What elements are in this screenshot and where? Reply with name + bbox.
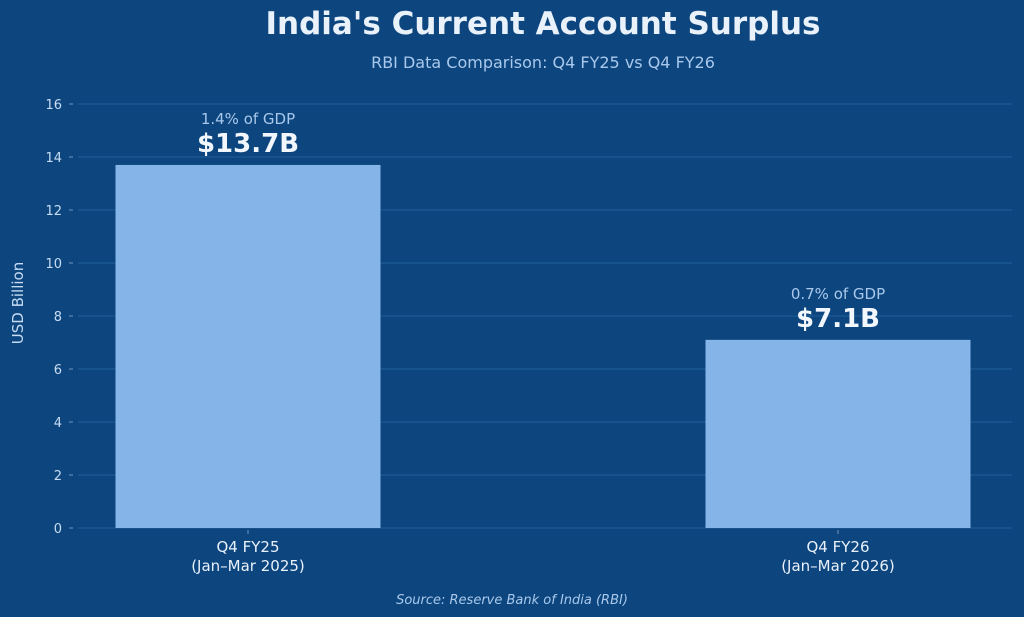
x-tick-label: (Jan–Mar 2025) (191, 557, 305, 575)
y-tick-label: 10 (45, 257, 62, 272)
y-tick-label: 14 (45, 151, 62, 166)
bar-1 (115, 164, 381, 528)
y-tick-label: 4 (54, 416, 62, 431)
source-note: Source: Reserve Bank of India (RBI) (396, 593, 628, 608)
y-tick-label: 8 (54, 310, 62, 325)
bar-labels: 1.4% of GDP$13.7B 0.7% of GDP$7.1B (197, 110, 885, 334)
chart-subtitle: RBI Data Comparison: Q4 FY25 vs Q4 FY26 (371, 53, 715, 72)
y-axis-label: USD Billion (9, 262, 27, 344)
y-tick-label: 12 (45, 204, 62, 219)
chart-title: India's Current Account Surplus (266, 6, 821, 42)
value-label: $13.7B (197, 129, 299, 159)
x-tick-label: (Jan–Mar 2026) (781, 557, 895, 575)
x-axis-ticks: Q4 FY25(Jan–Mar 2025) Q4 FY26(Jan–Mar 202… (191, 530, 895, 575)
y-tick-label: 2 (54, 469, 62, 484)
gdp-share-label: 0.7% of GDP (791, 285, 885, 303)
y-axis-ticks: 0 2 4 6 8 10 12 14 16 (45, 98, 73, 537)
gdp-share-label: 1.4% of GDP (201, 110, 295, 128)
y-tick-label: 16 (45, 98, 62, 113)
bar-2 (705, 339, 971, 528)
bars (115, 164, 971, 528)
x-tick-label: Q4 FY26 (807, 538, 870, 556)
y-tick-label: 6 (54, 363, 62, 378)
x-tick-label: Q4 FY25 (217, 538, 280, 556)
value-label: $7.1B (796, 304, 880, 334)
y-tick-label: 0 (54, 522, 62, 537)
